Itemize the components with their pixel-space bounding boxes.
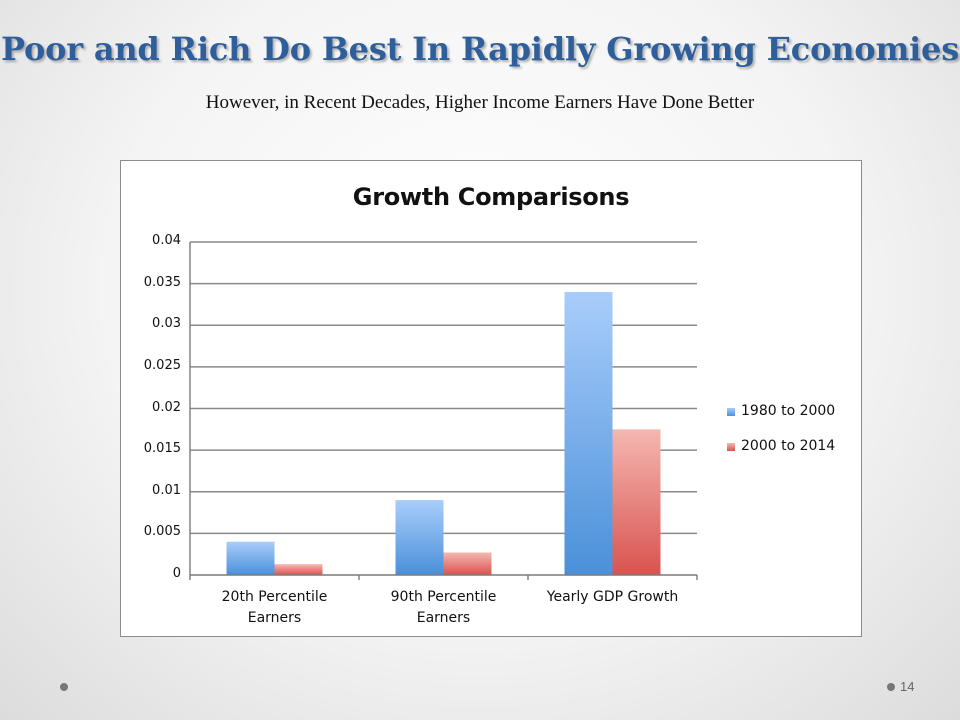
x-tick-label-line: 90th Percentile xyxy=(390,589,497,605)
x-tick-label: Yearly GDP Growth xyxy=(529,587,697,608)
bar-series-2 xyxy=(612,429,661,575)
bar-series-1 xyxy=(564,291,613,575)
chart-title: Growth Comparisons xyxy=(352,183,630,211)
legend-label: 1980 to 2000 xyxy=(741,403,836,419)
slide-title: Poor and Rich Do Best In Rapidly Growing… xyxy=(0,30,960,68)
bar-series-1 xyxy=(395,500,444,575)
x-tick-label-line: Yearly GDP Growth xyxy=(546,589,679,605)
axes xyxy=(189,242,698,580)
x-tick-label: 90th Percentile Earners xyxy=(360,587,528,629)
x-tick-label-line: Earners xyxy=(247,610,302,626)
y-tick-label: 0.035 xyxy=(143,274,181,290)
legend-swatch xyxy=(727,443,735,451)
slide-bullet-dot-right xyxy=(887,683,895,691)
bar-chart xyxy=(189,241,698,580)
x-tick-label-line: Earners xyxy=(416,610,471,626)
y-tick-label: 0.02 xyxy=(152,399,181,415)
y-tick-label: 0.005 xyxy=(143,524,181,540)
legend-swatch xyxy=(727,408,735,416)
chart-frame: Growth Comparisons 0 0.005 0.01 0.015 0.02 0.… xyxy=(120,160,862,637)
x-tick-label: 20th Percentile Earners xyxy=(191,587,359,629)
bar-series-2 xyxy=(443,552,492,575)
slide-bullet-dot-left xyxy=(60,683,68,691)
y-tick-label: 0 xyxy=(172,566,181,581)
y-tick-label: 0.01 xyxy=(152,482,181,498)
y-tick-label: 0.015 xyxy=(143,441,181,457)
slide-subtitle: However, in Recent Decades, Higher Incom… xyxy=(205,92,755,113)
x-tick-label-line: 20th Percentile xyxy=(221,589,328,605)
bar-series-2 xyxy=(274,564,323,575)
bars xyxy=(226,291,661,575)
page-number: 14 xyxy=(900,679,915,694)
y-tick-label: 0.03 xyxy=(152,316,181,332)
y-tick-label: 0.04 xyxy=(152,233,181,248)
legend-label: 2000 to 2014 xyxy=(741,438,836,454)
gridlines xyxy=(190,241,697,535)
y-tick-label: 0.025 xyxy=(143,357,181,373)
bar-series-1 xyxy=(226,541,275,575)
